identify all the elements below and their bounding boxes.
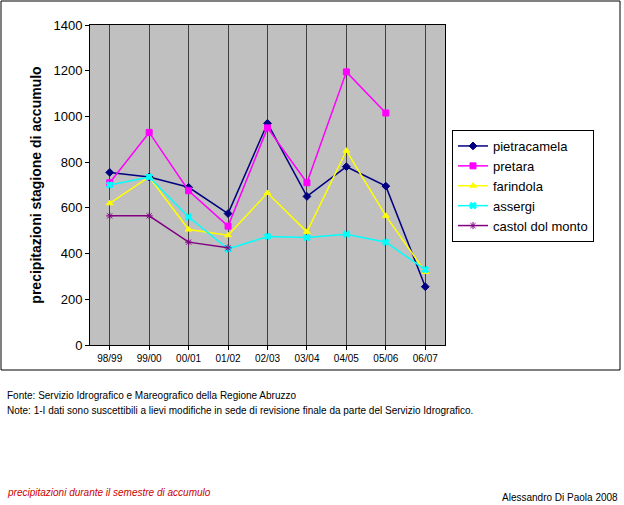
svg-text:06/07: 06/07 xyxy=(413,353,438,364)
svg-text:Note: 1-I dati sono suscettibi: Note: 1-I dati sono suscettibili a lievi… xyxy=(7,405,473,416)
svg-text:800: 800 xyxy=(61,155,83,170)
svg-text:farindola: farindola xyxy=(493,179,544,194)
svg-text:castol dol monto: castol dol monto xyxy=(493,219,588,234)
svg-text:precipitazioni durante il seme: precipitazioni durante il semestre di ac… xyxy=(7,487,211,498)
svg-text:pietracamela: pietracamela xyxy=(493,139,568,154)
svg-text:04/05: 04/05 xyxy=(334,353,359,364)
svg-text:precipitazioni stagione di acc: precipitazioni stagione di accumulo xyxy=(28,66,44,303)
svg-text:Fonte: Servizio Idrografico e: Fonte: Servizio Idrografico e Mareografi… xyxy=(7,390,296,401)
svg-text:600: 600 xyxy=(61,200,83,215)
svg-text:assergi: assergi xyxy=(493,199,535,214)
svg-text:98/99: 98/99 xyxy=(97,353,122,364)
svg-text:99/00: 99/00 xyxy=(137,353,162,364)
svg-text:03/04: 03/04 xyxy=(294,353,319,364)
svg-text:01/02: 01/02 xyxy=(216,353,241,364)
svg-text:400: 400 xyxy=(61,246,83,261)
svg-text:1200: 1200 xyxy=(53,63,82,78)
svg-text:02/03: 02/03 xyxy=(255,353,280,364)
svg-text:pretara: pretara xyxy=(493,159,535,174)
svg-text:200: 200 xyxy=(61,292,83,307)
svg-text:1000: 1000 xyxy=(53,109,82,124)
svg-text:0: 0 xyxy=(75,338,82,353)
svg-text:00/01: 00/01 xyxy=(176,353,201,364)
svg-text:Alessandro Di Paola 2008: Alessandro Di Paola 2008 xyxy=(502,492,618,503)
svg-text:05/06: 05/06 xyxy=(373,353,398,364)
svg-text:1400: 1400 xyxy=(53,18,82,33)
